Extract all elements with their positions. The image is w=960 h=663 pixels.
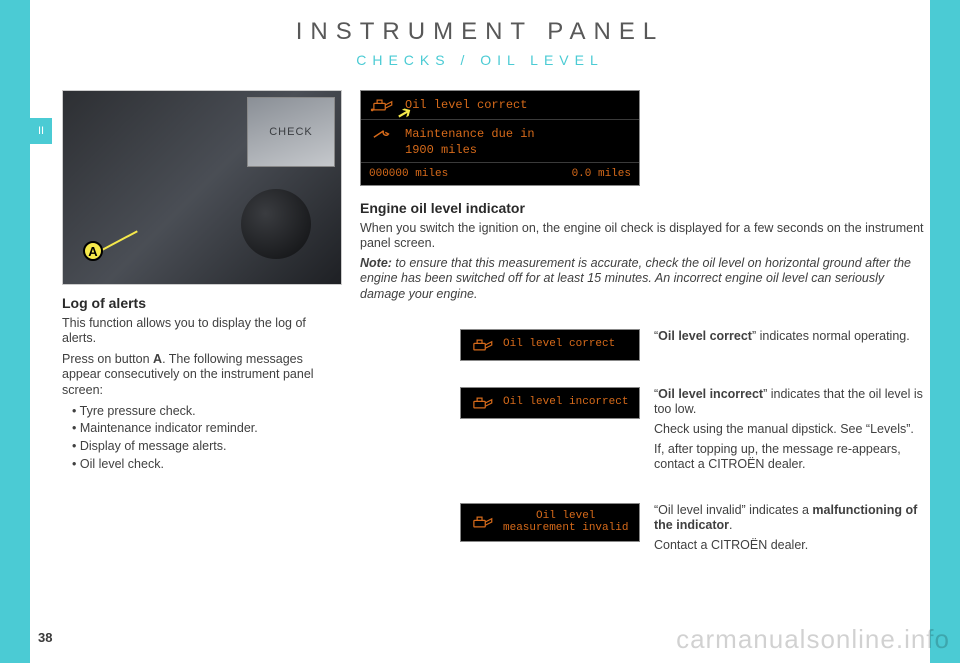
log-para2: Press on button A. The following message… (62, 352, 342, 399)
display-odo-left: 000000 miles (369, 168, 448, 180)
bullet-tyre: Tyre pressure check. (72, 404, 342, 420)
msg3-disp1: Oil level (536, 510, 595, 522)
oilcan-icon (469, 336, 495, 354)
mini-display-correct-text: Oil level correct (503, 338, 615, 351)
display-maint-text: Maintenance due in (405, 127, 535, 141)
msg-block-incorrect: Oil level incorrect “Oil level incorrect… (460, 387, 930, 477)
log-para2-pre: Press on button (62, 352, 153, 366)
engine-oil-heading: Engine oil level indicator (360, 200, 930, 218)
log-para1: This function allows you to display the … (62, 316, 342, 347)
msg-correct-text: “Oil level correct” indicates normal ope… (654, 329, 930, 349)
oilcan-icon (469, 513, 495, 531)
left-column: CHECK A Log of alerts This function allo… (62, 90, 342, 474)
log-heading: Log of alerts (62, 295, 342, 313)
page-title: INSTRUMENT PANEL (30, 0, 930, 46)
msg2-bold: Oil level incorrect (658, 387, 763, 401)
oilcan-icon (469, 394, 495, 412)
msg1-post: ” indicates normal operating. (752, 329, 910, 343)
wrench-icon (369, 125, 395, 143)
manual-page: INSTRUMENT PANEL CHECKS / OIL LEVEL II C… (30, 0, 930, 663)
stalk-knob (241, 189, 311, 259)
log-bullets: Tyre pressure check. Maintenance indicat… (62, 404, 342, 473)
page-subtitle: CHECKS / OIL LEVEL (30, 46, 930, 68)
msg-block-invalid: Oil level measurement invalid “Oil level… (460, 503, 930, 558)
log-para2-bold: A (153, 352, 162, 366)
pointer-line (102, 230, 138, 251)
mini-display-invalid: Oil level measurement invalid (460, 503, 640, 542)
msg3-post: . (729, 518, 732, 532)
bullet-oil: Oil level check. (72, 457, 342, 473)
right-column: ➔ Oil level correct Maintenance due in 1… (360, 90, 930, 558)
display-maint-miles: 1900 miles (369, 143, 477, 157)
bullet-maintenance: Maintenance indicator reminder. (72, 421, 342, 437)
page-number: 38 (38, 630, 52, 645)
instrument-display-main: ➔ Oil level correct Maintenance due in 1… (360, 90, 640, 186)
display-row-odo: 000000 miles 0.0 miles (361, 163, 639, 185)
display-oil-text: Oil level correct (405, 98, 527, 112)
check-button-inset: CHECK (247, 97, 335, 167)
mini-display-incorrect-text: Oil level incorrect (503, 396, 628, 409)
msg3-p2: Contact a CITROËN dealer. (654, 538, 930, 554)
engine-oil-text: Engine oil level indicator When you swit… (360, 200, 930, 303)
watermark: carmanualsonline.info (676, 624, 950, 655)
msg-block-correct: Oil level correct “Oil level correct” in… (460, 329, 930, 361)
note-text: to ensure that this measurement is accur… (360, 256, 911, 301)
oilcan-icon (369, 96, 395, 114)
msg3-pre: “Oil level invalid” indicates a (654, 503, 812, 517)
msg3-disp2: measurement invalid (503, 522, 628, 534)
msg2-p3: If, after topping up, the message re-app… (654, 442, 930, 473)
msg-incorrect-text: “Oil level incorrect” indicates that the… (654, 387, 930, 477)
section-tab: II (30, 118, 52, 144)
msg-invalid-text: “Oil level invalid” indicates a malfunct… (654, 503, 930, 558)
msg1-bold: Oil level correct (658, 329, 752, 343)
pointer-label-a: A (83, 241, 103, 261)
bullet-display: Display of message alerts. (72, 439, 342, 455)
engine-oil-note: Note: to ensure that this measurement is… (360, 256, 930, 303)
mini-display-correct: Oil level correct (460, 329, 640, 361)
mini-display-incorrect: Oil level incorrect (460, 387, 640, 419)
note-label: Note: (360, 256, 392, 270)
engine-oil-para1: When you switch the ignition on, the eng… (360, 221, 930, 252)
msg2-p2: Check using the manual dipstick. See “Le… (654, 422, 930, 438)
dashboard-photo: CHECK A (62, 90, 342, 285)
display-odo-right: 0.0 miles (572, 168, 631, 180)
log-of-alerts-text: Log of alerts This function allows you t… (62, 295, 342, 472)
mini-display-invalid-text: Oil level measurement invalid (503, 510, 628, 535)
